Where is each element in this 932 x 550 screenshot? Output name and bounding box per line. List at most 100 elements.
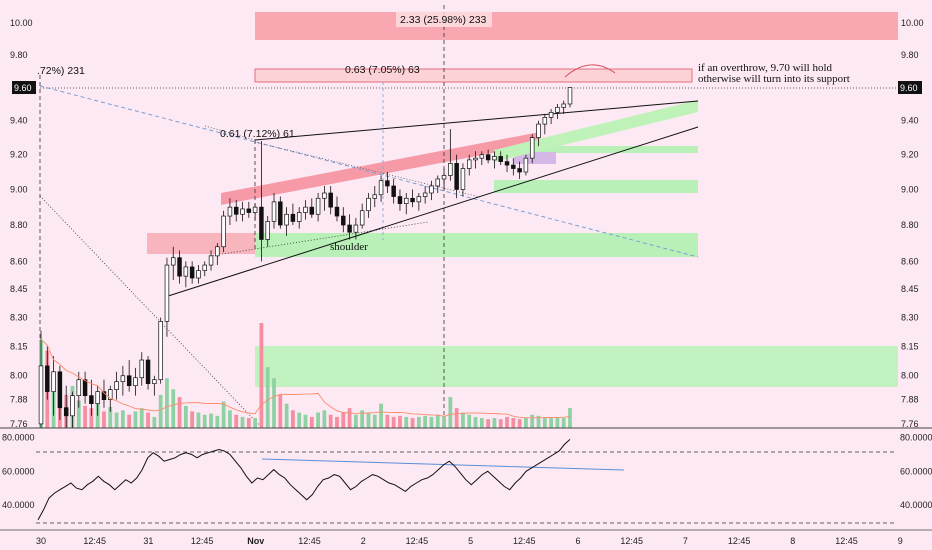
candle-body: [114, 381, 119, 390]
candle-body: [328, 192, 333, 208]
volume-bar: [265, 367, 270, 428]
volume-bar: [542, 416, 547, 428]
demand-zone-mid: [255, 233, 698, 257]
price-tick-label: 8.00: [10, 371, 28, 381]
candle-body: [145, 359, 151, 385]
time-tick-label: Nov: [247, 536, 264, 546]
candle-body: [196, 270, 201, 279]
volume-bar: [341, 412, 346, 428]
price-tick-label: 7.88: [901, 395, 919, 405]
time-tick-label: 31: [143, 536, 153, 546]
volume-bar: [190, 411, 195, 428]
candle-body: [158, 320, 163, 381]
time-tick-label: 12:45: [191, 536, 214, 546]
candle-body: [309, 206, 315, 215]
volume-bar: [272, 378, 276, 428]
left-price-axis: 10.00 9.80 9.40 9.20 9.00 8.80 8.60 8.45 8.30 8.1…: [10, 18, 33, 429]
candle-body: [466, 159, 472, 169]
candle-body: [278, 201, 283, 226]
candle-body: [76, 379, 82, 396]
volume-bar: [228, 410, 232, 428]
time-tick-label: 30: [36, 536, 46, 546]
rsi-trend-line: [261, 458, 625, 471]
rsi-tick-label: 80.0000: [2, 433, 35, 443]
note-line-2: otherwise will turn into its support: [698, 73, 850, 85]
candle-body: [189, 266, 195, 279]
time-axis: 30 12:45 31 12:45 Nov 12:45 2 12:45 5 12:45 6 12:45…: [36, 536, 903, 546]
volume-bar: [473, 416, 478, 428]
time-tick-label: 8: [790, 536, 795, 546]
rsi-line: [37, 439, 571, 521]
rsi-pane: [36, 439, 896, 524]
volume-bar: [158, 394, 163, 428]
time-tick-label: 12:45: [620, 536, 643, 546]
volume-bar: [139, 408, 144, 428]
candle-body: [422, 192, 428, 197]
price-tick-label: 8.60: [10, 256, 28, 266]
volume-bar: [291, 410, 295, 428]
volume-bar: [108, 407, 113, 428]
candle-body: [63, 407, 69, 417]
volume-bar: [152, 416, 157, 428]
time-tick-label: 12:45: [83, 536, 106, 546]
volume-bar: [435, 414, 440, 428]
price-tick-label: 9.80: [901, 50, 919, 60]
time-tick-label: 7: [683, 536, 688, 546]
volume-bar: [536, 415, 541, 428]
price-tick-label: 9.00: [10, 184, 28, 194]
price-tick-label: 8.45: [901, 284, 919, 294]
overthrow-arc: [564, 64, 616, 78]
volume-bar: [322, 410, 327, 428]
price-tag-right: 9.60: [900, 83, 918, 93]
volume-bar: [246, 418, 251, 428]
volume-bar: [253, 418, 258, 428]
candle-body: [404, 197, 409, 204]
volume-bar: [303, 414, 308, 428]
volume-bar: [492, 418, 497, 428]
volume-bar: [416, 416, 421, 428]
volume-bar: [133, 411, 138, 428]
candle-body: [120, 375, 126, 383]
volume-bar: [102, 411, 106, 428]
candle-body: [82, 379, 88, 396]
time-tick-label: 9: [898, 536, 903, 546]
volume-bar: [385, 414, 390, 428]
volume-bar: [498, 419, 503, 428]
volume-bar: [561, 418, 566, 428]
candle-body: [523, 157, 529, 173]
volume-bar: [372, 414, 377, 428]
candle-body: [485, 154, 491, 161]
descending-dashed-line: [39, 85, 699, 258]
volume-bar: [209, 413, 213, 428]
candle-body: [284, 213, 289, 226]
shoulder-label: shoulder: [330, 241, 368, 253]
price-tick-label: 9.80: [10, 50, 28, 60]
candle-body: [397, 196, 403, 204]
volume-ma-line: [40, 339, 571, 419]
zone-top-label: 2.33 (25.98%) 233: [400, 14, 487, 26]
price-tick-label: 8.30: [10, 313, 28, 323]
candle-body: [555, 106, 560, 113]
price-tick-label: 8.00: [901, 371, 919, 381]
candle-body: [101, 391, 107, 401]
volume-bar: [555, 416, 560, 428]
demand-zone-920: [494, 146, 698, 153]
rsi-tick-label: 60.0000: [2, 466, 35, 476]
volume-bar: [486, 419, 491, 428]
candle-body: [315, 197, 321, 215]
demand-zone-low: [255, 346, 898, 387]
volume-bar: [95, 403, 100, 428]
candle-body: [498, 156, 503, 162]
candle-body: [183, 266, 189, 277]
candle-body: [536, 123, 541, 138]
time-tick-label: 6: [575, 536, 580, 546]
volume-bar: [177, 397, 182, 428]
volume-bar: [278, 394, 283, 428]
price-tick-label: 8.15: [10, 341, 28, 351]
volume-bar: [347, 408, 352, 428]
price-tick-label: 9.20: [10, 150, 28, 160]
volume-bar: [517, 419, 522, 428]
candle-body: [435, 178, 440, 187]
